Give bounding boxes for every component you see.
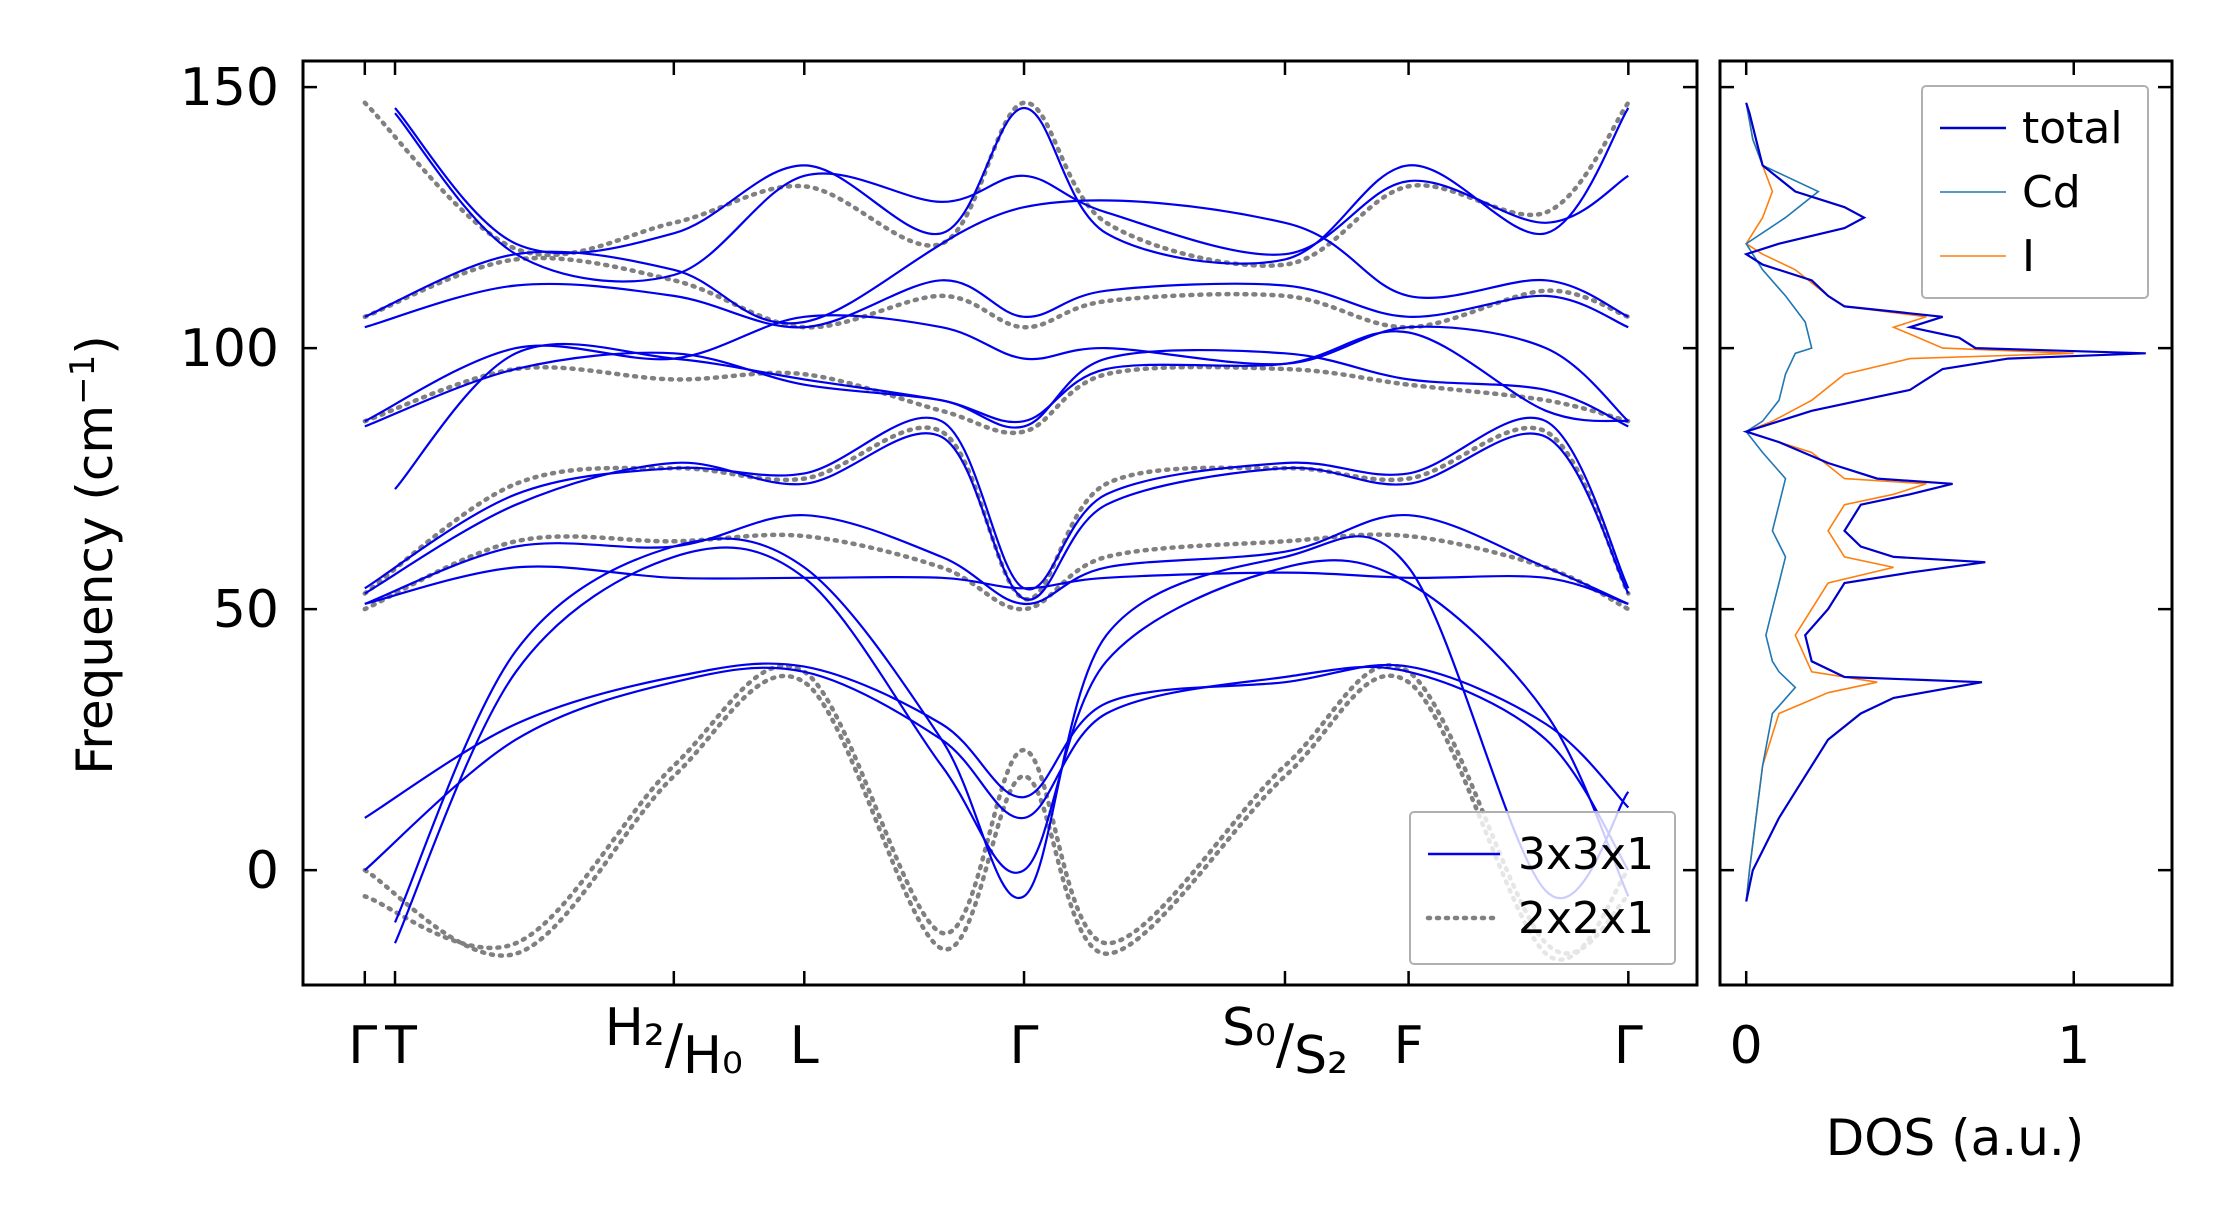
x-tick-label: Γ: [348, 1016, 377, 1076]
y-axis-label-close: ): [66, 335, 124, 355]
band-3x3x1-13: [393, 546, 1630, 944]
band-2x2x1-5: [362, 663, 1631, 956]
x-tick-label-part: S₀: [1222, 998, 1276, 1058]
x-tick-label-part: H₂: [605, 998, 665, 1058]
y-axis-label-text: Frequency (cm: [66, 405, 124, 775]
dos-legend-label-Cd: Cd: [2022, 167, 2081, 218]
y-tick-label: 150: [180, 58, 279, 118]
dispersion-frame: [301, 59, 1699, 987]
series-3x3x1: [364, 106, 1630, 944]
y-axis-label: Frequency (cm−1): [63, 335, 124, 775]
band-3x3x1-6: [394, 330, 1629, 490]
dos-plot-area: [1742, 102, 2146, 902]
x-tick-label-slash: /: [665, 1013, 684, 1076]
x-tick-label: F: [1394, 1016, 1424, 1076]
band-3x3x1-7: [364, 416, 1630, 591]
x-tick-label-part: S₂: [1294, 1026, 1348, 1086]
dispersion-plot-area: [362, 100, 1631, 962]
band-2x2x1-1: [362, 255, 1631, 330]
x-tick-label: Γ: [1010, 1016, 1039, 1076]
x-tick-label-part: H₀: [683, 1026, 743, 1086]
legend-label-3x3x1: 3x3x1: [1518, 829, 1654, 880]
dos-panel: 0 1 total Cd I: [1718, 59, 2174, 1076]
band-3x3x1-2: [364, 199, 1629, 325]
x-tick-label: L: [790, 1016, 819, 1076]
band-3x3x1-0: [394, 106, 1630, 265]
band-3x3x1-4: [364, 314, 1630, 423]
band-3x3x1-5: [364, 349, 1629, 429]
dos-x-tick-label: 0: [1730, 1016, 1763, 1076]
x-tick-label-slash: /: [1276, 1013, 1295, 1076]
x-tick-label: H₂/H₀: [605, 998, 743, 1086]
dos-legend-label-total: total: [2022, 103, 2123, 154]
band-3x3x1-12: [364, 662, 1630, 819]
dos-x-tick-label: 1: [2057, 1016, 2090, 1076]
dos-series-total: [1742, 102, 2146, 902]
band-2x2x1-3: [362, 425, 1631, 602]
legend-label-2x2x1: 2x2x1: [1518, 893, 1654, 944]
band-2x2x1-6: [362, 673, 1631, 962]
y-tick-label: 100: [180, 319, 279, 379]
dispersion-legend: [1409, 811, 1676, 965]
x-tick-label: S₀/S₂: [1222, 998, 1348, 1086]
dos-legend: [1921, 85, 2149, 299]
band-3x3x1-9: [364, 514, 1629, 606]
x-tick-label: Γ: [1614, 1016, 1643, 1076]
x-tick-label: T: [384, 1016, 417, 1076]
band-3x3x1-11: [364, 665, 1630, 872]
dos-legend-label-I: I: [2022, 231, 2035, 282]
y-axis-label-sup: −1: [63, 355, 103, 405]
band-3x3x1-3: [364, 279, 1629, 329]
dos-frame: [1718, 59, 2174, 987]
band-2x2x1-2: [362, 364, 1631, 436]
dos-x-axis-label: DOS (a.u.): [1826, 1109, 2085, 1167]
band-3x3x1-10: [364, 565, 1629, 605]
y-tick-label: 50: [213, 580, 279, 640]
band-3x3x1-8: [364, 432, 1630, 601]
band-2x2x1-0: [362, 100, 1631, 268]
dos-series-I: [1743, 102, 2074, 902]
band-3x3x1-14: [393, 535, 1630, 923]
y-tick-label: 0: [246, 841, 279, 901]
band-3x3x1-1: [394, 112, 1629, 283]
dos-series-Cd: [1745, 102, 1820, 902]
